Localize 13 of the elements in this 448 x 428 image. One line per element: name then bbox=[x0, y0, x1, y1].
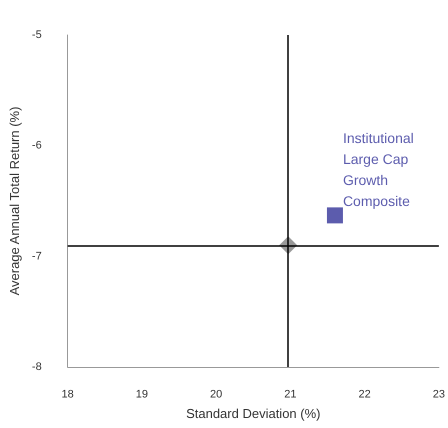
series-label: Institutional Large Cap Growth Composite bbox=[342, 130, 418, 209]
x-tick-label: 22 bbox=[358, 388, 371, 400]
x-axis-title: Standard Deviation (%) bbox=[186, 406, 320, 421]
y-tick-label: -8 bbox=[32, 361, 42, 373]
y-tick-label: -5 bbox=[32, 29, 42, 41]
x-tick-label: 23 bbox=[432, 388, 446, 400]
x-tick-label: 20 bbox=[210, 388, 222, 400]
y-tick-label: -6 bbox=[32, 140, 42, 152]
x-tick-label: 21 bbox=[284, 388, 297, 400]
x-tick-label: 19 bbox=[136, 388, 148, 400]
y-axis-title: Average Annual Total Return (%) bbox=[7, 106, 22, 296]
y-tick-label: -7 bbox=[32, 250, 42, 262]
x-tick-label: 18 bbox=[62, 388, 74, 400]
